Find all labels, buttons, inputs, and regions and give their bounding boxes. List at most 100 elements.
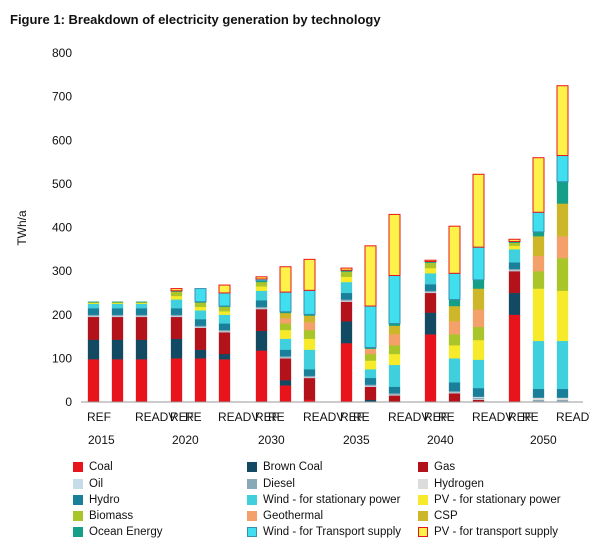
- x-scenario-label: REF: [87, 410, 111, 424]
- x-scenario-label: READV: [388, 410, 429, 424]
- x-group-label: 2035: [343, 433, 370, 447]
- bar-segment-pv-transport: [556, 85, 569, 157]
- legend-swatch: [73, 462, 83, 472]
- bar-segment-pv-transport: [448, 225, 461, 274]
- legend-swatch: [418, 511, 428, 521]
- y-axis: 0 100 200 300 400 500 600 700 800: [52, 46, 72, 409]
- legend-swatch: [73, 495, 83, 505]
- x-scenario-label: READV: [472, 410, 513, 424]
- legend-label: Gas: [434, 461, 456, 473]
- x-scenario-label: REF: [255, 410, 279, 424]
- x-scenario-label: RE: [522, 410, 539, 424]
- x-scenario-label: REF: [508, 410, 532, 424]
- legend-item-biomass: Biomass: [73, 510, 133, 522]
- bar-segment-ocean: [135, 301, 148, 303]
- x-scenario-label: RE: [185, 410, 202, 424]
- legend-swatch: [418, 495, 428, 505]
- legend-label: CSP: [434, 510, 458, 522]
- bar-segment-pv-transport: [532, 157, 545, 213]
- x-scenario-label: REF: [340, 410, 364, 424]
- legend-item-gas: Gas: [418, 461, 455, 473]
- bars-layer: [87, 85, 569, 403]
- bar-segment-wind-transport: [194, 288, 207, 303]
- x-scenario-label: REF: [170, 410, 194, 424]
- bar-segment-pv-transport: [340, 267, 353, 271]
- legend-label: PV - for stationary power: [434, 494, 561, 506]
- legend-item-geothermal: Geothermal: [247, 510, 323, 522]
- bar-segment-ocean: [87, 301, 100, 303]
- x-scenario-label: RE: [268, 410, 285, 424]
- y-tick-label: 0: [65, 395, 72, 409]
- x-group-label: 2030: [258, 433, 285, 447]
- legend-label: Oil: [89, 478, 104, 490]
- legend-label: Hydrogen: [434, 478, 484, 490]
- legend-item-oil: Oil: [73, 478, 103, 490]
- y-tick-label: 700: [52, 90, 72, 104]
- bar-segment-pv-transport: [255, 276, 268, 280]
- bar-segment-pv-transport: [508, 238, 521, 242]
- y-tick-label: 500: [52, 177, 72, 191]
- x-scenario-label: RE: [438, 410, 455, 424]
- legend-label: Hydro: [89, 494, 120, 506]
- legend-label: Biomass: [89, 510, 134, 522]
- x-scenario-label: RE: [353, 410, 370, 424]
- legend-swatch: [247, 479, 257, 489]
- bar-segment-pv-transport: [303, 258, 316, 291]
- legend-label: Coal: [89, 461, 113, 473]
- legend-label: Geothermal: [263, 510, 324, 522]
- bar-segment-pv-transport: [170, 288, 183, 292]
- legend-label: Ocean Energy: [89, 526, 163, 538]
- legend-swatch: [418, 479, 428, 489]
- legend-label: Wind - for stationary power: [263, 494, 401, 506]
- bar-segment-pv-transport: [424, 259, 437, 263]
- legend-swatch: [418, 462, 428, 472]
- legend-item-brown-coal: Brown Coal: [247, 461, 322, 473]
- legend-item-coal: Coal: [73, 461, 113, 473]
- x-group-label: 2015: [88, 433, 115, 447]
- bar-segment-pv-transport: [364, 245, 377, 307]
- bar-segment-ocean: [111, 301, 124, 303]
- legend-swatch: [73, 511, 83, 521]
- legend-item-ocean: Ocean Energy: [73, 526, 163, 538]
- legend-swatch: [247, 511, 257, 521]
- y-tick-label: 600: [52, 133, 72, 147]
- legend-label: PV - for transport supply: [434, 526, 558, 538]
- legend-item-hydrogen: Hydrogen: [418, 478, 484, 490]
- x-scenario-label: READV: [135, 410, 176, 424]
- legend-swatch: [73, 479, 83, 489]
- legend-swatch: [247, 527, 257, 537]
- y-axis-label: TWh/a: [15, 210, 29, 246]
- legend-label: Diesel: [263, 478, 295, 490]
- y-tick-label: 800: [52, 46, 72, 60]
- bar-segment-pv-transport: [218, 284, 231, 294]
- legend-item-pv-transport: PV - for transport supply: [418, 526, 558, 538]
- legend-swatch: [73, 527, 83, 537]
- x-scenario-label: READV: [218, 410, 259, 424]
- x-group-label: 2050: [530, 433, 557, 447]
- legend-item-wind-transport: Wind - for Transport supply: [247, 526, 401, 538]
- legend-item-diesel: Diesel: [247, 478, 295, 490]
- x-group-label: 2040: [427, 433, 454, 447]
- bar-segment-pv-transport: [388, 213, 401, 276]
- legend-swatch: [247, 495, 257, 505]
- y-tick-label: 100: [52, 351, 72, 365]
- y-tick-label: 400: [52, 221, 72, 235]
- legend-label: Brown Coal: [263, 461, 323, 473]
- legend-item-pv-stationary: PV - for stationary power: [418, 494, 561, 506]
- x-scenario-label: READV: [303, 410, 344, 424]
- figure-title: Figure 1: Breakdown of electricity gener…: [10, 12, 381, 27]
- y-tick-label: 300: [52, 264, 72, 278]
- x-scenario-label: READV: [556, 410, 590, 424]
- legend-label: Wind - for Transport supply: [263, 526, 402, 538]
- legend-item-csp: CSP: [418, 510, 458, 522]
- legend-item-wind-stationary: Wind - for stationary power: [247, 494, 400, 506]
- bar-segment-pv-transport: [279, 266, 292, 293]
- x-group-label: 2020: [172, 433, 199, 447]
- legend-item-hydro: Hydro: [73, 494, 120, 506]
- y-tick-label: 200: [52, 308, 72, 322]
- legend-swatch: [418, 527, 428, 537]
- bar-segment-pv-transport: [472, 173, 485, 248]
